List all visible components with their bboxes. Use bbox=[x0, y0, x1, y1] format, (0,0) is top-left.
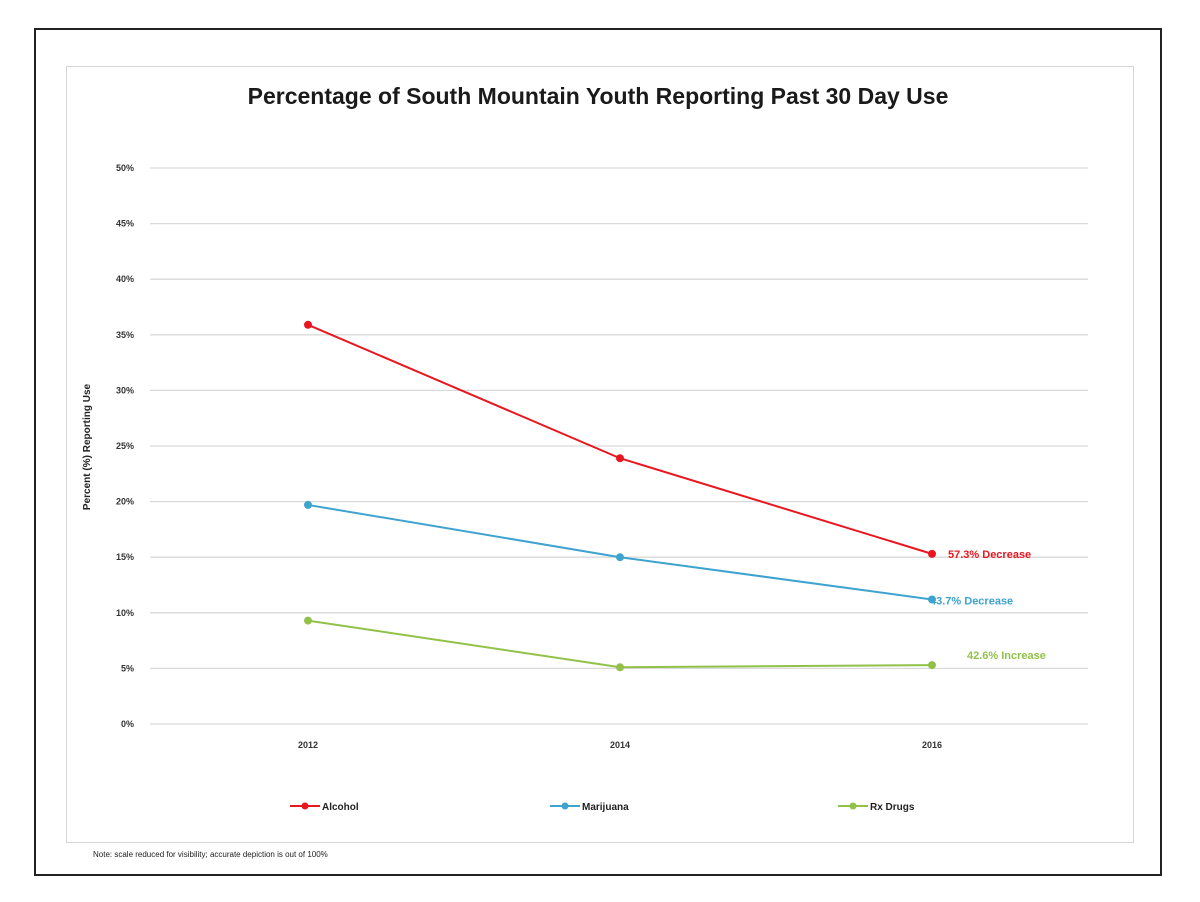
data-point-rx-drugs bbox=[928, 661, 936, 670]
series-group bbox=[304, 320, 936, 672]
legend-label-alcohol: Alcohol bbox=[322, 802, 359, 813]
annotation-marijuana: 43.7% Decrease bbox=[930, 595, 1013, 607]
data-point-alcohol bbox=[616, 454, 624, 463]
legend-label-marijuana: Marijuana bbox=[582, 802, 629, 813]
footnote: Note: scale reduced for visibility; accu… bbox=[93, 850, 328, 859]
x-tick-label: 2014 bbox=[610, 740, 630, 750]
chart-area bbox=[66, 66, 1134, 843]
y-tick-label: 0% bbox=[121, 719, 134, 729]
series-line-rx-drugs bbox=[307, 619, 933, 669]
annotation-rx-drugs: 42.6% Increase bbox=[967, 650, 1046, 662]
y-tick-label: 25% bbox=[116, 441, 134, 451]
y-tick-label: 30% bbox=[116, 385, 134, 395]
y-tick-label: 50% bbox=[116, 163, 134, 173]
x-tick-label: 2012 bbox=[298, 740, 318, 750]
y-tick-label: 35% bbox=[116, 330, 134, 340]
y-tick-labels: 0% 5% 10% 15% 20% 25% 30% 35% 40% 45% 50% bbox=[116, 163, 134, 729]
data-point-rx-drugs bbox=[616, 663, 624, 672]
y-tick-label: 10% bbox=[116, 608, 134, 618]
annotations: 57.3% Decrease 43.7% Decrease 42.6% Increa… bbox=[930, 549, 1046, 662]
y-tick-label: 20% bbox=[116, 497, 134, 507]
data-point-rx-drugs bbox=[304, 616, 312, 625]
gridlines bbox=[150, 167, 1088, 725]
y-tick-label: 40% bbox=[116, 274, 134, 284]
y-tick-label: 45% bbox=[116, 219, 134, 229]
legend-marker-rx-drugs bbox=[849, 802, 857, 810]
legend-label-rx-drugs: Rx Drugs bbox=[870, 802, 915, 813]
data-point-marijuana bbox=[616, 553, 624, 562]
data-point-marijuana bbox=[304, 500, 312, 509]
data-point-marijuana bbox=[928, 595, 936, 604]
legend-marker-marijuana bbox=[561, 802, 569, 810]
x-tick-labels: 2012 2014 2016 bbox=[298, 740, 942, 750]
legend: Alcohol Marijuana Rx Drugs bbox=[290, 802, 915, 813]
y-axis-label: Percent (%) Reporting Use bbox=[82, 383, 93, 510]
series-line-marijuana bbox=[307, 503, 933, 601]
data-point-alcohol bbox=[304, 320, 312, 329]
annotation-alcohol: 57.3% Decrease bbox=[948, 549, 1031, 561]
chart-title: Percentage of South Mountain Youth Repor… bbox=[248, 83, 949, 109]
data-point-alcohol bbox=[928, 549, 936, 558]
y-tick-label: 5% bbox=[121, 663, 134, 673]
legend-marker-alcohol bbox=[301, 802, 309, 810]
x-tick-label: 2016 bbox=[922, 740, 942, 750]
y-tick-label: 15% bbox=[116, 552, 134, 562]
series-line-alcohol bbox=[307, 323, 933, 555]
